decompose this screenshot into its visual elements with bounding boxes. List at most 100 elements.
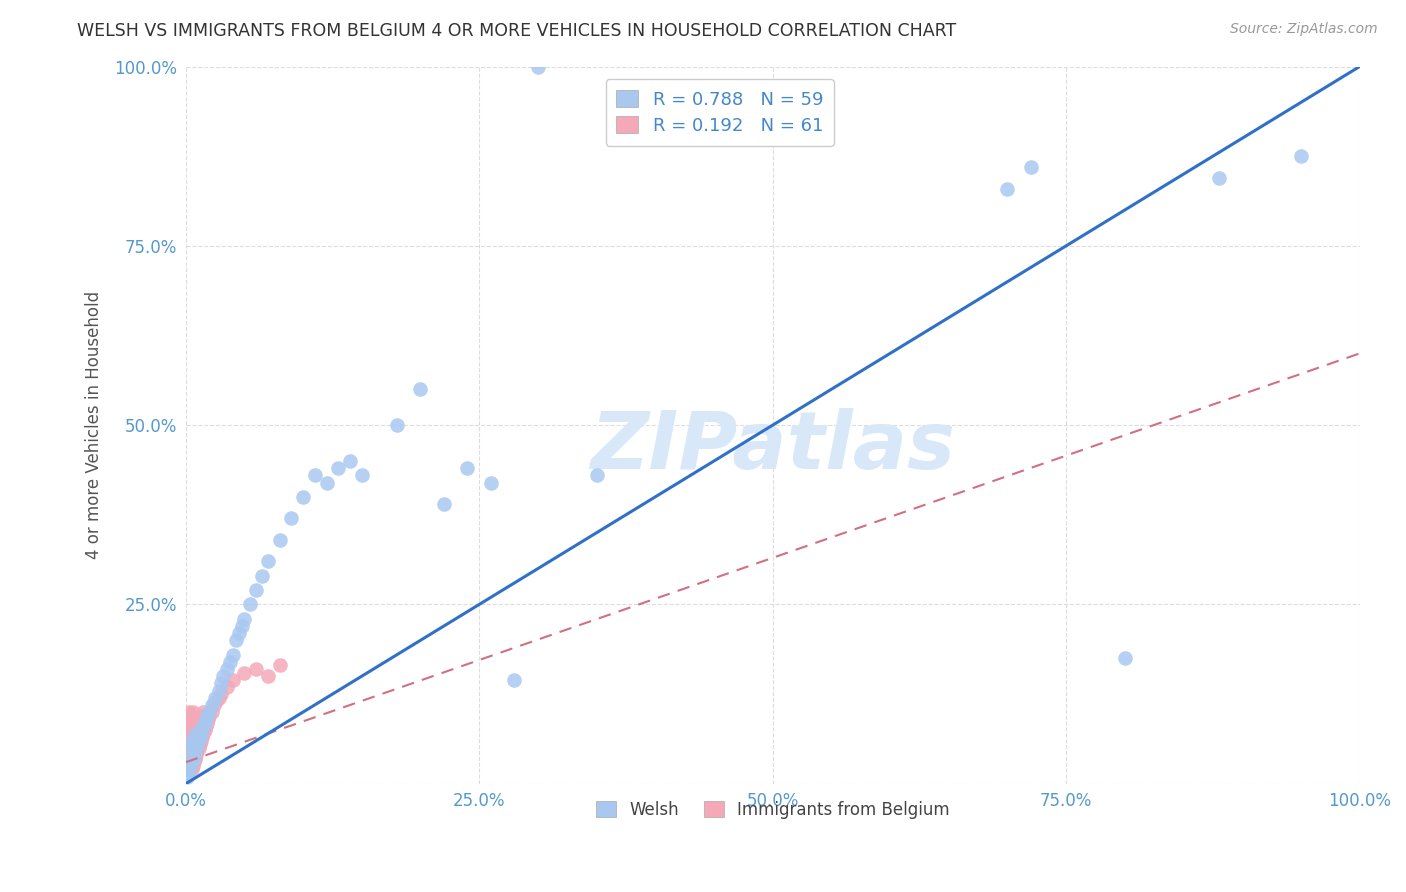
Point <box>269 658 291 673</box>
Point <box>191 730 214 744</box>
Point <box>245 583 267 598</box>
Point <box>180 756 202 770</box>
Point <box>188 712 211 726</box>
Point <box>183 715 205 730</box>
Point <box>193 715 215 730</box>
Point <box>181 751 204 765</box>
Point <box>207 683 229 698</box>
Point <box>233 612 256 626</box>
Point <box>188 737 211 751</box>
Point <box>176 763 198 777</box>
Point <box>215 662 238 676</box>
Point <box>433 497 456 511</box>
Point <box>179 744 201 758</box>
Point <box>527 60 550 74</box>
Point <box>194 712 217 726</box>
Point <box>1289 149 1312 163</box>
Point <box>200 705 222 719</box>
Point <box>177 766 200 780</box>
Point <box>184 751 207 765</box>
Point <box>245 662 267 676</box>
Point <box>205 694 228 708</box>
Point <box>186 737 208 751</box>
Point <box>180 763 202 777</box>
Point <box>269 533 291 547</box>
Point <box>186 723 208 737</box>
Point <box>995 181 1018 195</box>
Point <box>179 730 201 744</box>
Point <box>174 733 197 747</box>
Point <box>181 705 204 719</box>
Point <box>179 763 201 777</box>
Point <box>179 747 201 762</box>
Point <box>385 418 408 433</box>
Text: Source: ZipAtlas.com: Source: ZipAtlas.com <box>1230 22 1378 37</box>
Point <box>177 712 200 726</box>
Point <box>193 705 215 719</box>
Point <box>193 723 215 737</box>
Point <box>202 698 225 712</box>
Point <box>1114 651 1136 665</box>
Point <box>191 723 214 737</box>
Legend: Welsh, Immigrants from Belgium: Welsh, Immigrants from Belgium <box>589 794 956 826</box>
Point <box>176 740 198 755</box>
Point <box>180 733 202 747</box>
Point <box>280 511 302 525</box>
Point <box>225 633 247 648</box>
Point <box>194 719 217 733</box>
Text: ZIPatlas: ZIPatlas <box>591 408 955 485</box>
Point <box>179 719 201 733</box>
Point <box>409 382 432 396</box>
Point <box>198 705 221 719</box>
Point <box>219 655 242 669</box>
Point <box>215 680 238 694</box>
Point <box>188 730 211 744</box>
Point <box>187 715 209 730</box>
Point <box>204 690 226 705</box>
Point <box>184 712 207 726</box>
Point <box>222 673 245 687</box>
Point <box>186 740 208 755</box>
Point <box>187 733 209 747</box>
Point <box>193 719 215 733</box>
Point <box>180 747 202 762</box>
Point <box>190 726 212 740</box>
Point <box>180 730 202 744</box>
Point <box>179 740 201 755</box>
Point <box>179 759 201 773</box>
Point <box>1208 170 1230 185</box>
Point <box>231 619 253 633</box>
Point <box>181 740 204 755</box>
Point <box>339 454 361 468</box>
Point <box>209 687 232 701</box>
Point <box>257 554 280 568</box>
Point <box>184 744 207 758</box>
Point <box>503 673 526 687</box>
Point <box>176 770 198 784</box>
Point <box>209 676 232 690</box>
Point <box>350 468 373 483</box>
Point <box>292 490 315 504</box>
Point <box>184 726 207 740</box>
Point <box>179 715 201 730</box>
Point <box>183 756 205 770</box>
Point <box>195 715 218 730</box>
Point <box>180 715 202 730</box>
Point <box>195 708 218 723</box>
Point <box>186 747 208 762</box>
Point <box>179 759 201 773</box>
Point <box>212 669 235 683</box>
Point <box>183 733 205 747</box>
Point <box>479 475 502 490</box>
Point <box>315 475 337 490</box>
Point <box>177 759 200 773</box>
Point <box>176 719 198 733</box>
Point <box>222 648 245 662</box>
Point <box>186 744 208 758</box>
Point <box>1019 160 1042 174</box>
Point <box>228 626 250 640</box>
Point <box>257 669 280 683</box>
Point <box>179 763 201 777</box>
Point <box>190 733 212 747</box>
Point <box>250 568 273 582</box>
